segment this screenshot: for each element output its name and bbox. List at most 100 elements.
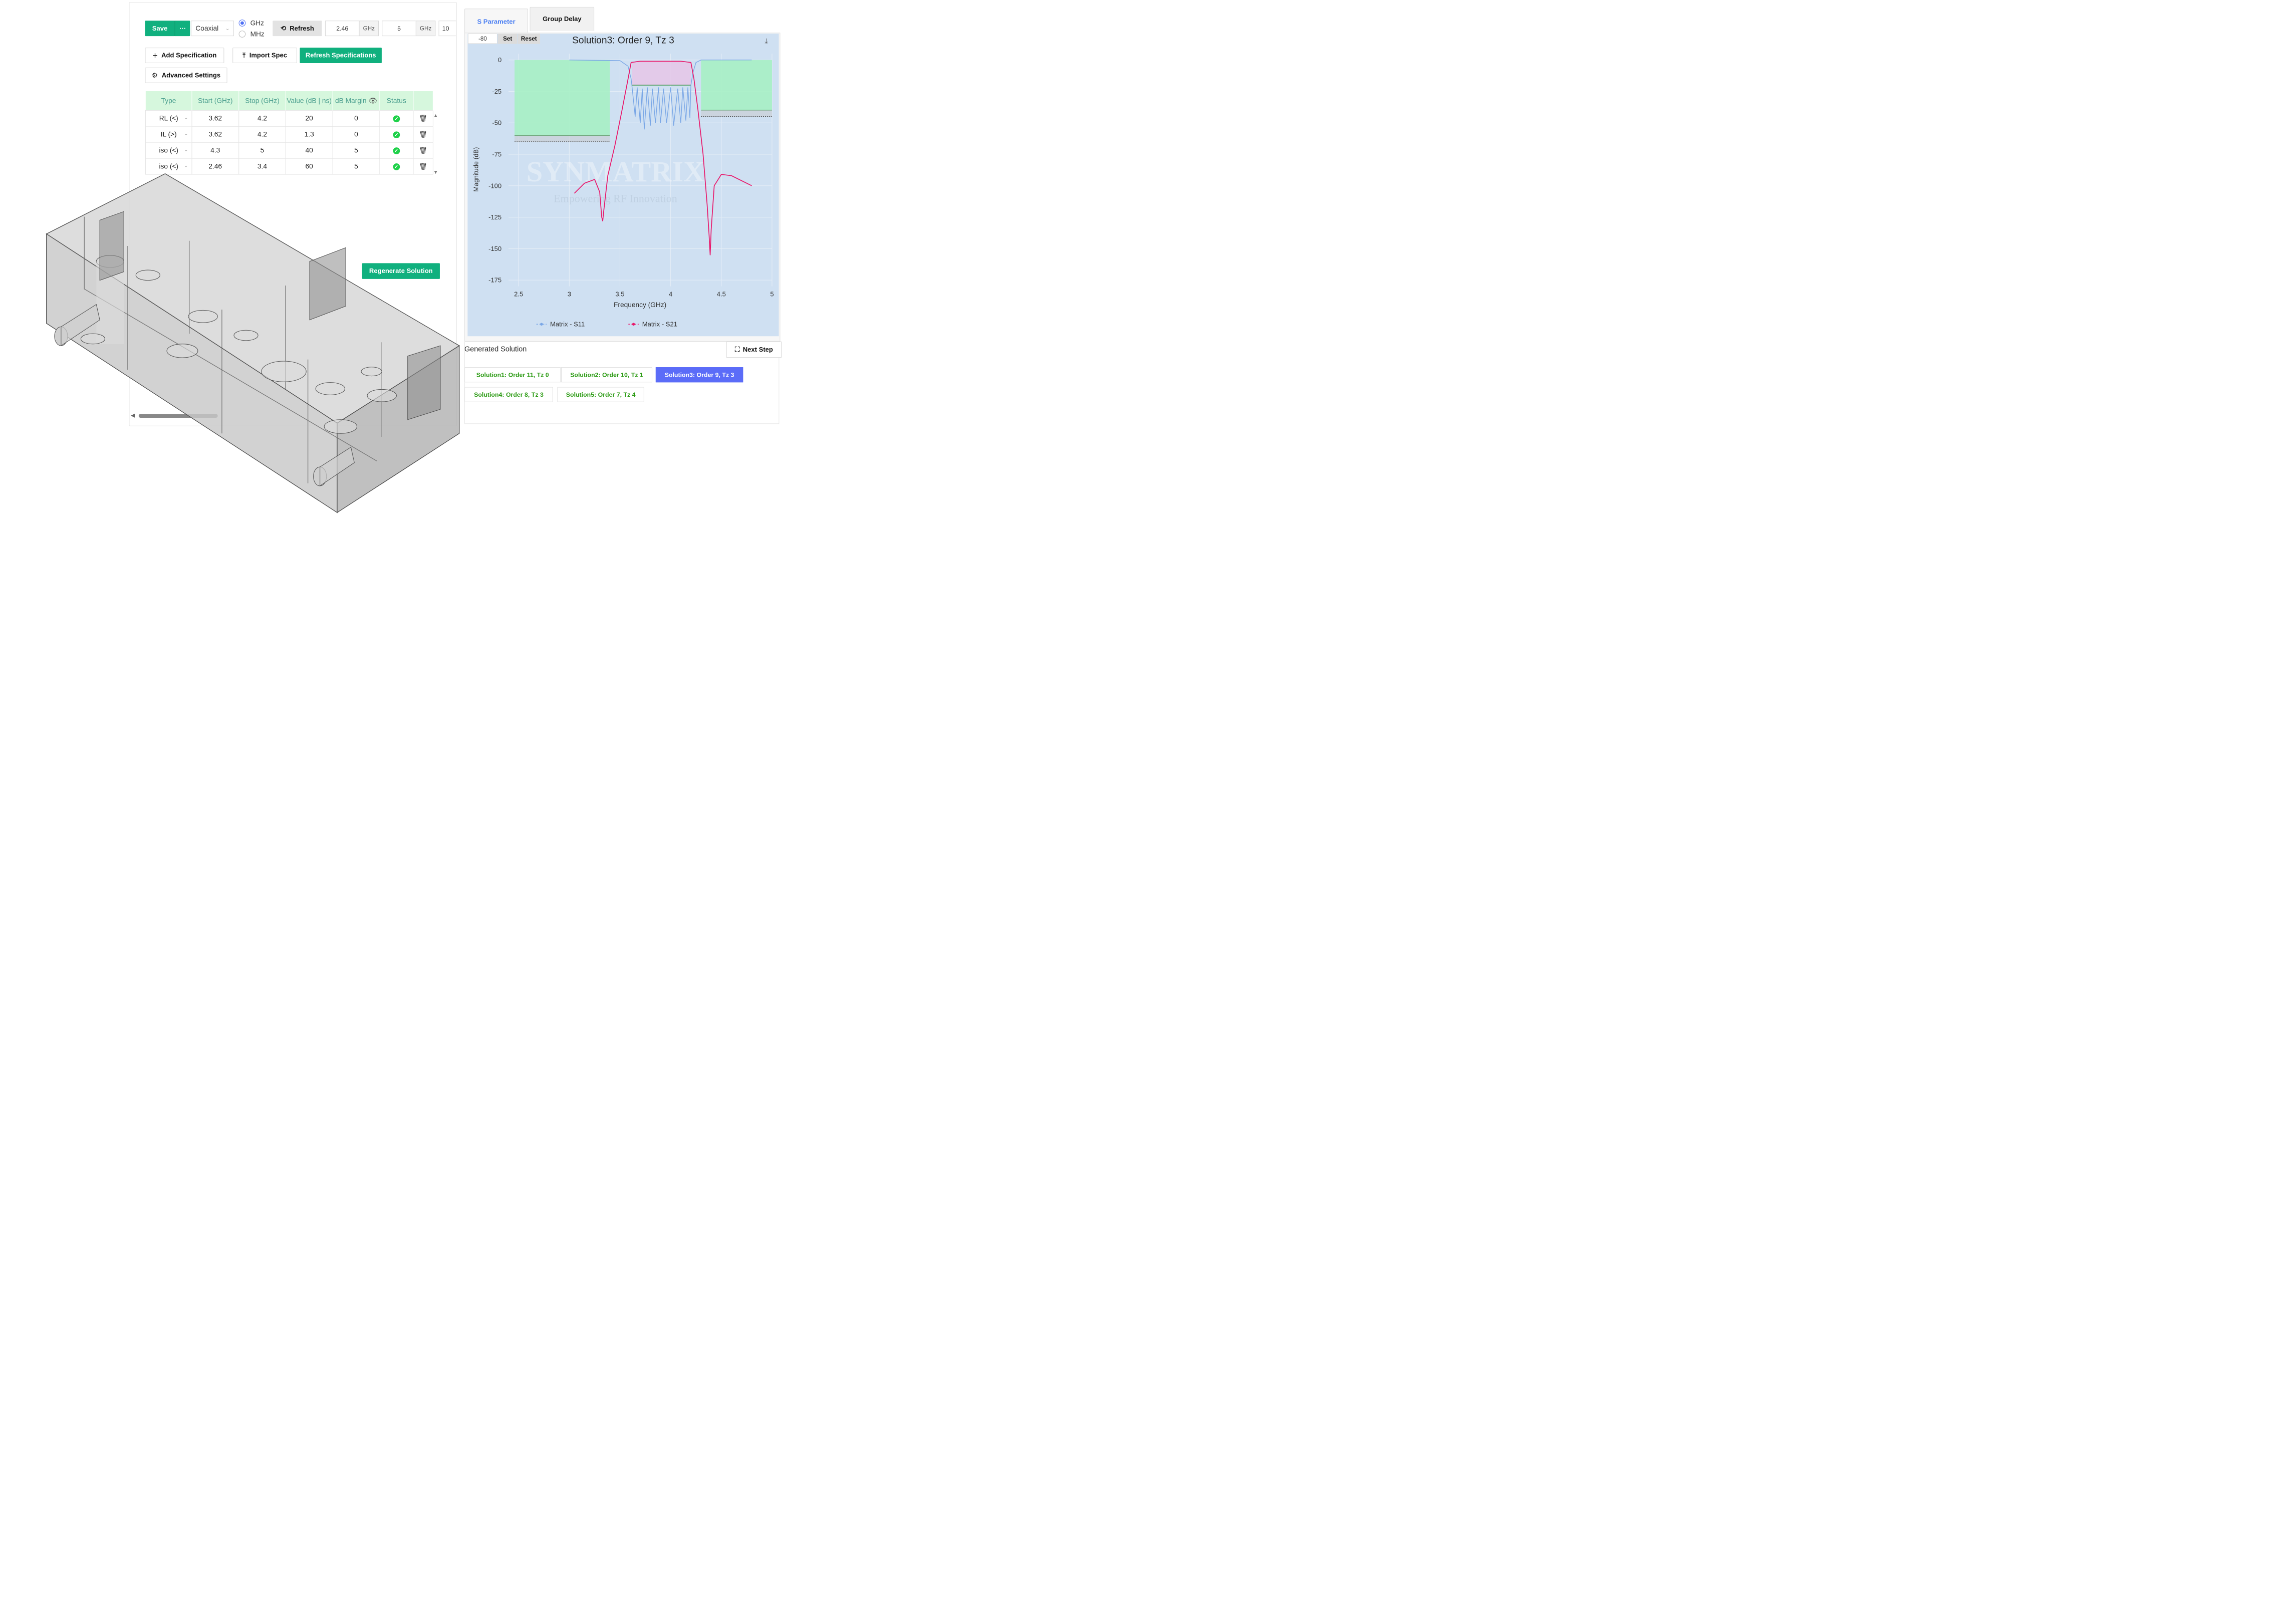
y-tick-label: -125: [488, 213, 501, 221]
start-freq-unit: GHz: [359, 21, 379, 37]
spec-margin-input-value: 5: [354, 146, 358, 154]
spec-value-input[interactable]: 1.3: [285, 126, 333, 143]
upload-icon: ⤒: [242, 51, 246, 59]
spec-row: iso (<) ⌄ 4.3 5 40 5 ✓ 🗑: [145, 142, 433, 159]
delete-row-button[interactable]: 🗑: [413, 110, 433, 127]
spec-type-select[interactable]: IL (>) ⌄: [145, 126, 192, 143]
refresh-label: Refresh: [290, 25, 314, 32]
spec-row: IL (>) ⌄ 3.62 4.2 1.3 0 ✓ 🗑: [145, 126, 433, 143]
refresh-button[interactable]: ⟲ Refresh: [273, 21, 322, 37]
stop-freq-input[interactable]: 5: [382, 21, 416, 37]
solution-5-button[interactable]: Solution5: Order 7, Tz 4: [557, 387, 644, 402]
add-spec-button[interactable]: + Add Specification: [145, 48, 224, 64]
delete-row-button[interactable]: 🗑: [413, 158, 433, 175]
save-more-button[interactable]: ⋯: [174, 21, 190, 37]
status-ok-icon: ✓: [393, 163, 400, 170]
spec-start-input[interactable]: 2.46: [191, 158, 239, 175]
spec-value-input[interactable]: 20: [285, 110, 333, 127]
regenerate-button[interactable]: Regenerate Solution: [362, 263, 440, 279]
gear-icon: ⚙: [151, 71, 158, 79]
spec-table-header: Type Start (GHz) Stop (GHz) Value (dB | …: [145, 91, 433, 111]
spec-type-select-value: iso (<): [159, 146, 179, 154]
solution-3-button[interactable]: Solution3: Order 9, Tz 3: [655, 367, 743, 383]
spec-type-select-value: RL (<): [159, 114, 178, 122]
chevron-down-icon: ⌄: [225, 25, 230, 32]
x-tick-label: 2.5: [514, 291, 523, 298]
legend-label: Matrix - S11: [550, 321, 585, 328]
set-button[interactable]: Set: [497, 33, 518, 44]
spec-margin-input[interactable]: 0: [332, 126, 380, 143]
status-ok-icon: ✓: [393, 147, 400, 154]
spec-start-input[interactable]: 3.62: [191, 126, 239, 143]
start-freq-input[interactable]: 2.46: [325, 21, 360, 37]
trash-icon: 🗑: [419, 115, 427, 122]
spec-value-input-value: 60: [305, 162, 313, 170]
spec-stop-input-value: 4.2: [257, 114, 267, 122]
tab-group-delay[interactable]: Group Delay: [530, 7, 595, 31]
add-spec-label: Add Specification: [161, 52, 217, 59]
watermark-brand: SYNMATRIX: [527, 155, 705, 188]
download-icon[interactable]: ⤓: [765, 37, 768, 46]
import-spec-button[interactable]: ⤒ Import Spec: [232, 48, 297, 64]
scroll-thumb[interactable]: [138, 414, 218, 418]
trash-icon: 🗑: [419, 162, 427, 170]
x-tick-label: 4: [669, 291, 672, 298]
unit-mhz-radio[interactable]: [238, 31, 246, 38]
spec-type-select[interactable]: RL (<) ⌄: [145, 110, 192, 127]
spec-type-select[interactable]: iso (<) ⌄: [145, 158, 192, 175]
reset-button[interactable]: Reset: [518, 33, 541, 44]
spec-stop-input[interactable]: 4.2: [238, 126, 286, 143]
unit-ghz-label: GHz: [250, 19, 265, 27]
solution-2-button[interactable]: Solution2: Order 10, Tz 1: [561, 367, 652, 383]
y-tick-label: -25: [492, 88, 501, 95]
spec-value-input[interactable]: 60: [285, 158, 333, 175]
solution-4-button[interactable]: Solution4: Order 8, Tz 3: [464, 387, 553, 402]
spec-stop-input[interactable]: 4.2: [238, 110, 286, 127]
ymin-input[interactable]: -80: [467, 33, 497, 44]
tab-s-parameter[interactable]: S Parameter: [464, 9, 529, 35]
col-stop: Stop (GHz): [238, 91, 286, 111]
solution-1-button[interactable]: Solution1: Order 11, Tz 0: [464, 367, 561, 383]
spec-stop-input[interactable]: 3.4: [238, 158, 286, 175]
solutions-title: Generated Solution: [464, 345, 527, 353]
points-input[interactable]: 10: [438, 21, 456, 37]
spec-margin-input-value: 0: [354, 130, 358, 138]
chevron-down-icon: ⌄: [183, 130, 188, 137]
spec-start-input-value: 4.3: [210, 146, 220, 154]
spec-row: RL (<) ⌄ 3.62 4.2 20 0 ✓ 🗑: [145, 110, 433, 127]
spec-stop-input[interactable]: 5: [238, 142, 286, 159]
table-scroll-down-icon[interactable]: ▼: [433, 169, 438, 175]
spec-value-input[interactable]: 40: [285, 142, 333, 159]
spec-stop-input-value: 3.4: [257, 162, 267, 170]
save-button[interactable]: Save: [145, 21, 175, 37]
delete-row-button[interactable]: 🗑: [413, 126, 433, 143]
next-step-button[interactable]: ⛶ Next Step: [726, 341, 782, 358]
eye-icon[interactable]: 👁: [368, 97, 377, 105]
x-tick-label: 3: [568, 291, 571, 298]
spec-type-select-value: IL (>): [160, 130, 177, 138]
import-spec-label: Import Spec: [249, 52, 288, 59]
spec-start-input-value: 2.46: [208, 162, 222, 170]
col-type: Type: [145, 91, 192, 111]
delete-row-button[interactable]: 🗑: [413, 142, 433, 159]
h-scrollbar[interactable]: ◀: [130, 412, 234, 418]
unit-ghz-radio[interactable]: [238, 20, 246, 27]
spec-start-input[interactable]: 4.3: [191, 142, 239, 159]
spec-margin-input[interactable]: 0: [332, 110, 380, 127]
filter-type-select[interactable]: Coaxial ⌄: [191, 21, 234, 37]
spec-start-input[interactable]: 3.62: [191, 110, 239, 127]
spec-value-input-value: 40: [305, 146, 313, 154]
spec-margin-input[interactable]: 5: [332, 142, 380, 159]
advanced-settings-button[interactable]: ⚙ Advanced Settings: [145, 67, 227, 83]
scroll-left-icon[interactable]: ◀: [130, 412, 135, 418]
spec-type-select[interactable]: iso (<) ⌄: [145, 142, 192, 159]
spec-status: ✓: [379, 142, 414, 159]
refresh-specs-button[interactable]: Refresh Specifications: [300, 48, 382, 64]
spec-status: ✓: [379, 110, 414, 127]
x-tick-label: 4.5: [717, 291, 726, 298]
table-scroll-up-icon[interactable]: ▲: [433, 112, 438, 119]
spec-mask-region: [515, 60, 610, 136]
y-tick-label: -50: [492, 119, 501, 127]
spec-margin-input[interactable]: 5: [332, 158, 380, 175]
spec-margin-band: [515, 135, 610, 142]
